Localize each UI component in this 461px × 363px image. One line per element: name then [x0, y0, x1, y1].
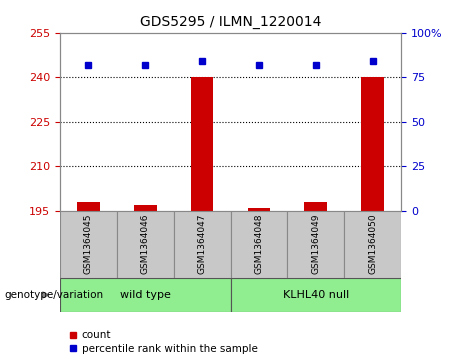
Text: KLHL40 null: KLHL40 null: [283, 290, 349, 300]
Bar: [60, 278, 230, 312]
Bar: [248, 208, 270, 211]
Text: GSM1364046: GSM1364046: [141, 214, 150, 274]
Text: genotype/variation: genotype/variation: [5, 290, 104, 300]
Bar: [344, 211, 401, 278]
Text: GSM1364050: GSM1364050: [368, 214, 377, 274]
Bar: [117, 211, 174, 278]
Bar: [134, 205, 157, 211]
Text: GSM1364047: GSM1364047: [198, 214, 207, 274]
Bar: [60, 211, 117, 278]
Bar: [174, 211, 230, 278]
Bar: [304, 201, 327, 211]
Bar: [77, 201, 100, 211]
Bar: [361, 77, 384, 211]
Bar: [191, 77, 213, 211]
Bar: [230, 278, 401, 312]
Legend: count, percentile rank within the sample: count, percentile rank within the sample: [65, 326, 262, 358]
Text: wild type: wild type: [120, 290, 171, 300]
Bar: [287, 211, 344, 278]
Text: GDS5295 / ILMN_1220014: GDS5295 / ILMN_1220014: [140, 15, 321, 29]
Bar: [230, 211, 287, 278]
Text: GSM1364048: GSM1364048: [254, 214, 263, 274]
Text: GSM1364049: GSM1364049: [311, 214, 320, 274]
Text: GSM1364045: GSM1364045: [84, 214, 93, 274]
